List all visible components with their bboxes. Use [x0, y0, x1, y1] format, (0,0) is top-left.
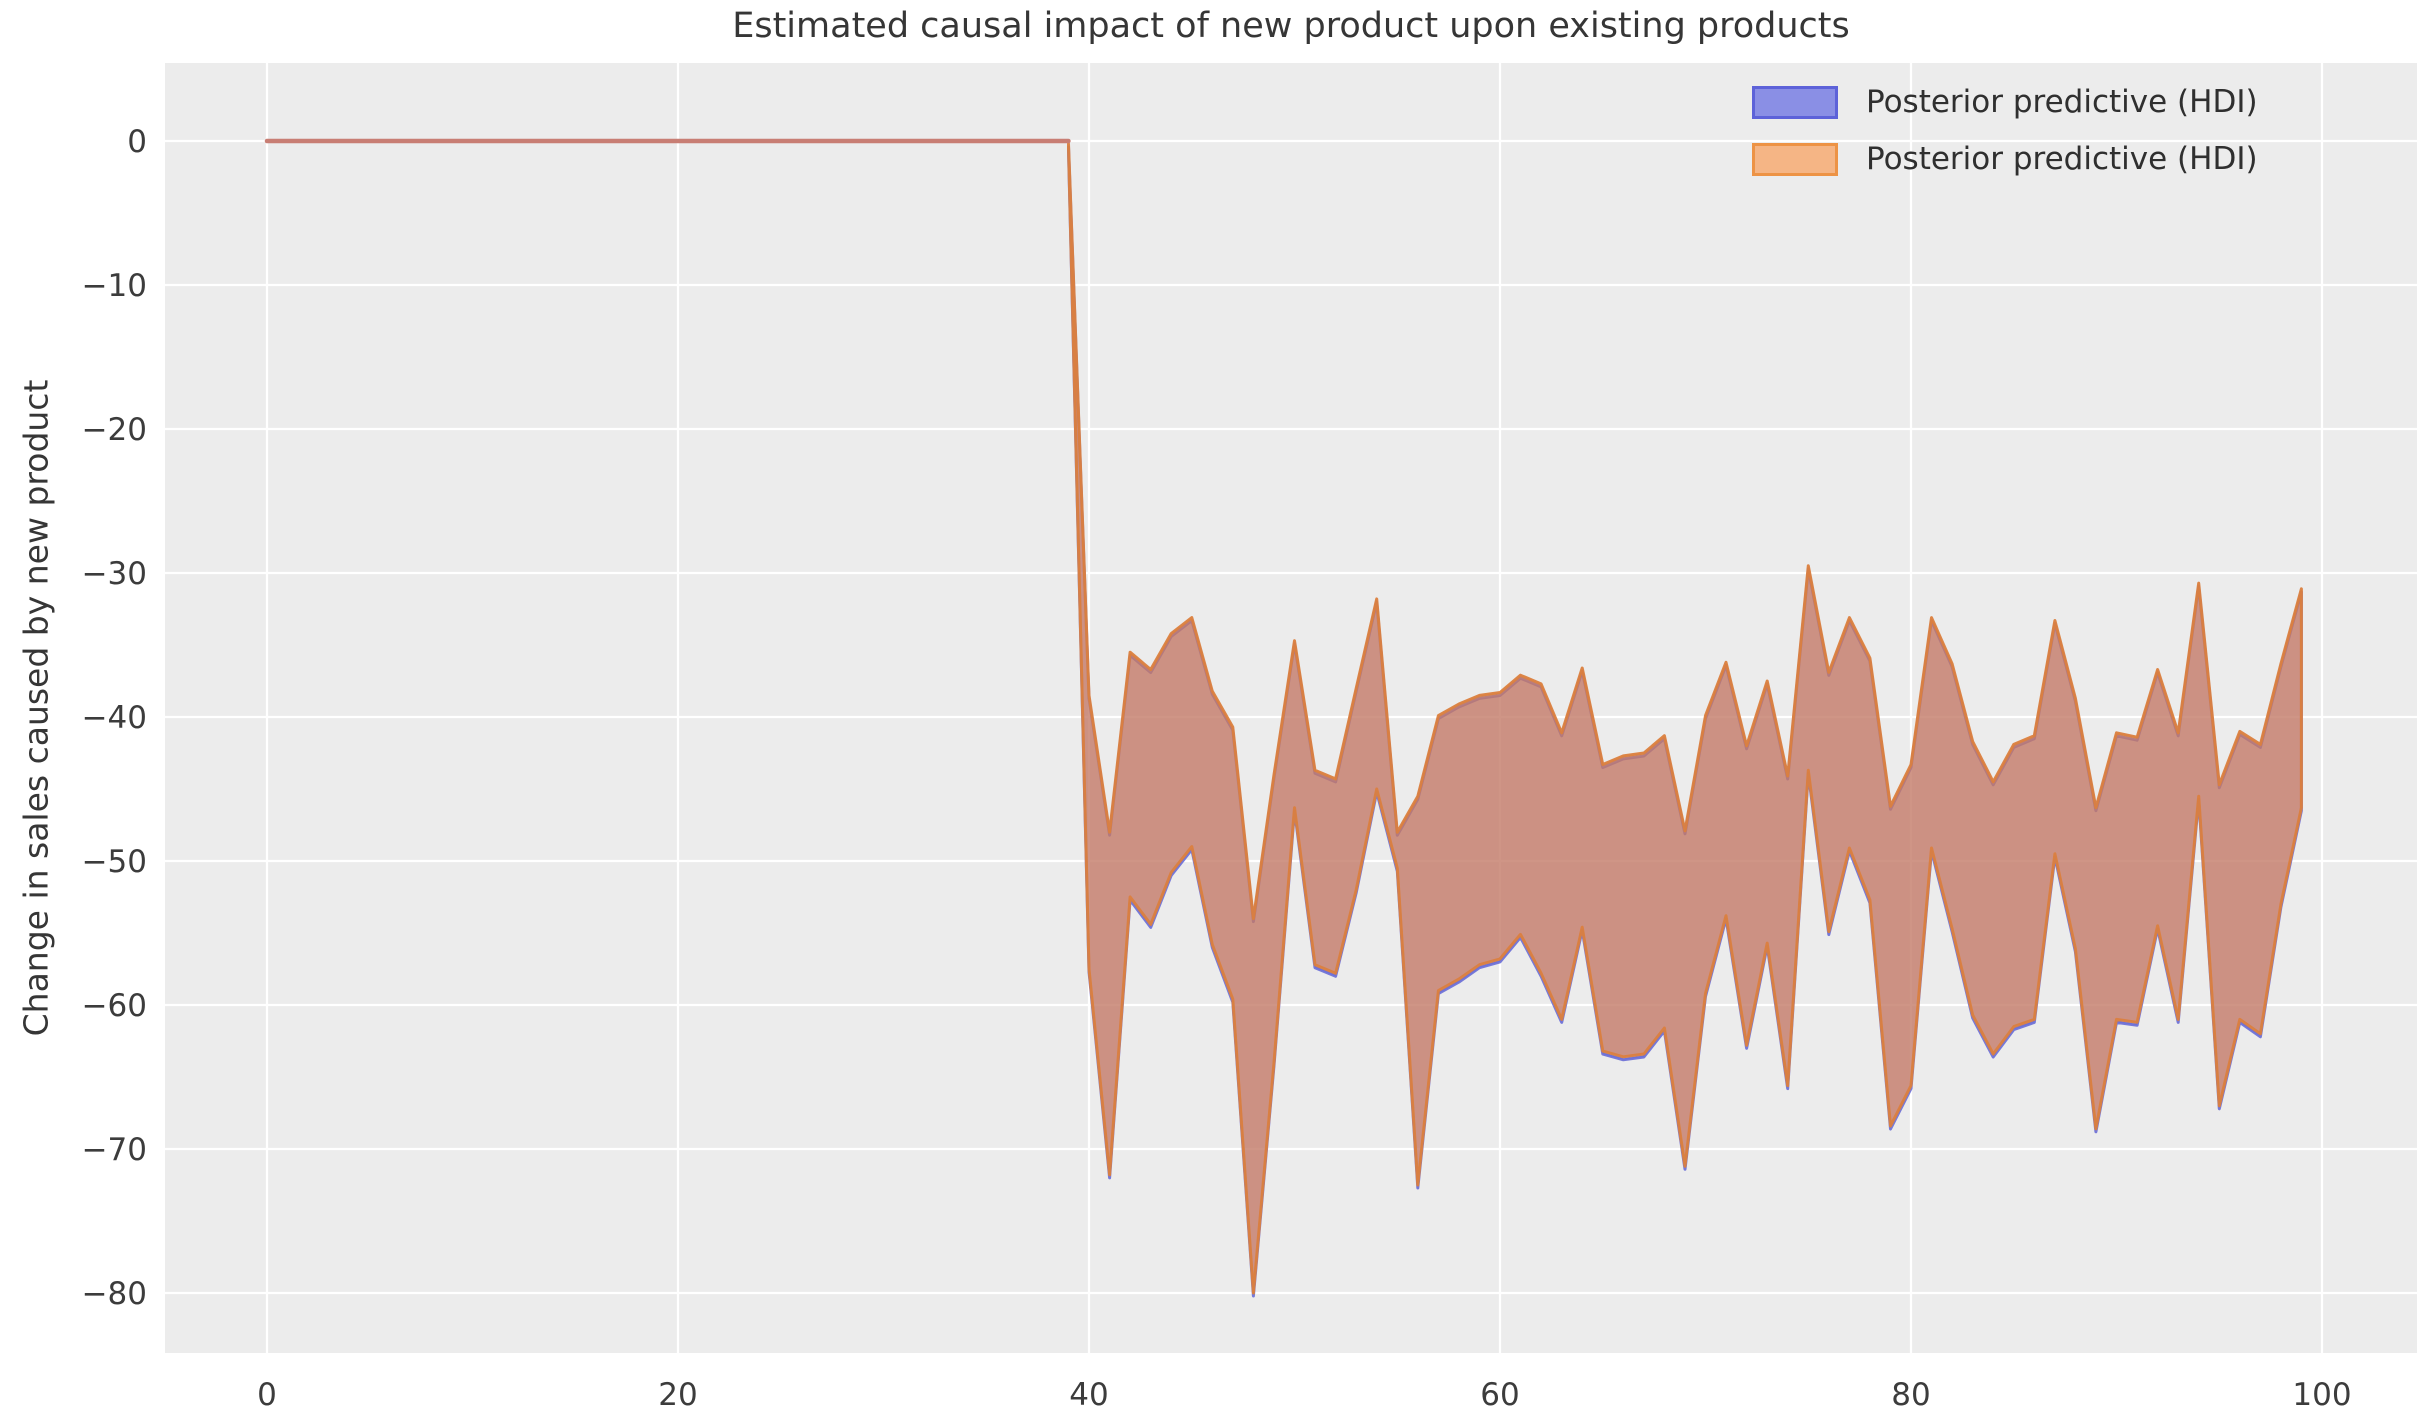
- y-tick-label: −20: [82, 412, 147, 448]
- legend-entry-blue: Posterior predictive (HDI): [1752, 84, 2258, 120]
- y-tick-label: −60: [82, 988, 147, 1024]
- chart-title: Estimated causal impact of new product u…: [732, 6, 1850, 46]
- y-axis-label: Change in sales caused by new product: [16, 379, 56, 1037]
- y-tick-label: −30: [82, 556, 147, 592]
- legend-swatch-blue: [1752, 85, 1838, 119]
- y-tick-label: −50: [82, 844, 147, 880]
- legend-entry-orange: Posterior predictive (HDI): [1752, 141, 2258, 177]
- x-tick-label: 0: [257, 1377, 277, 1413]
- y-tick-label: −40: [82, 700, 147, 736]
- y-tick-label: −80: [82, 1276, 147, 1312]
- y-tick-label: −70: [82, 1132, 147, 1168]
- x-tick-label: 100: [2292, 1377, 2351, 1413]
- y-tick-label: 0: [127, 124, 147, 160]
- hdi-band-orange: [1067, 142, 2303, 1295]
- x-tick-label: 20: [658, 1377, 697, 1413]
- legend: Posterior predictive (HDI) Posterior pre…: [1752, 84, 2258, 177]
- legend-swatch-orange: [1752, 142, 1838, 176]
- x-tick-label: 60: [1480, 1377, 1519, 1413]
- y-tick-label: −10: [82, 268, 147, 304]
- x-tick-label: 40: [1069, 1377, 1108, 1413]
- legend-label: Posterior predictive (HDI): [1866, 141, 2258, 177]
- legend-label: Posterior predictive (HDI): [1866, 84, 2258, 120]
- x-tick-label: 80: [1891, 1377, 1930, 1413]
